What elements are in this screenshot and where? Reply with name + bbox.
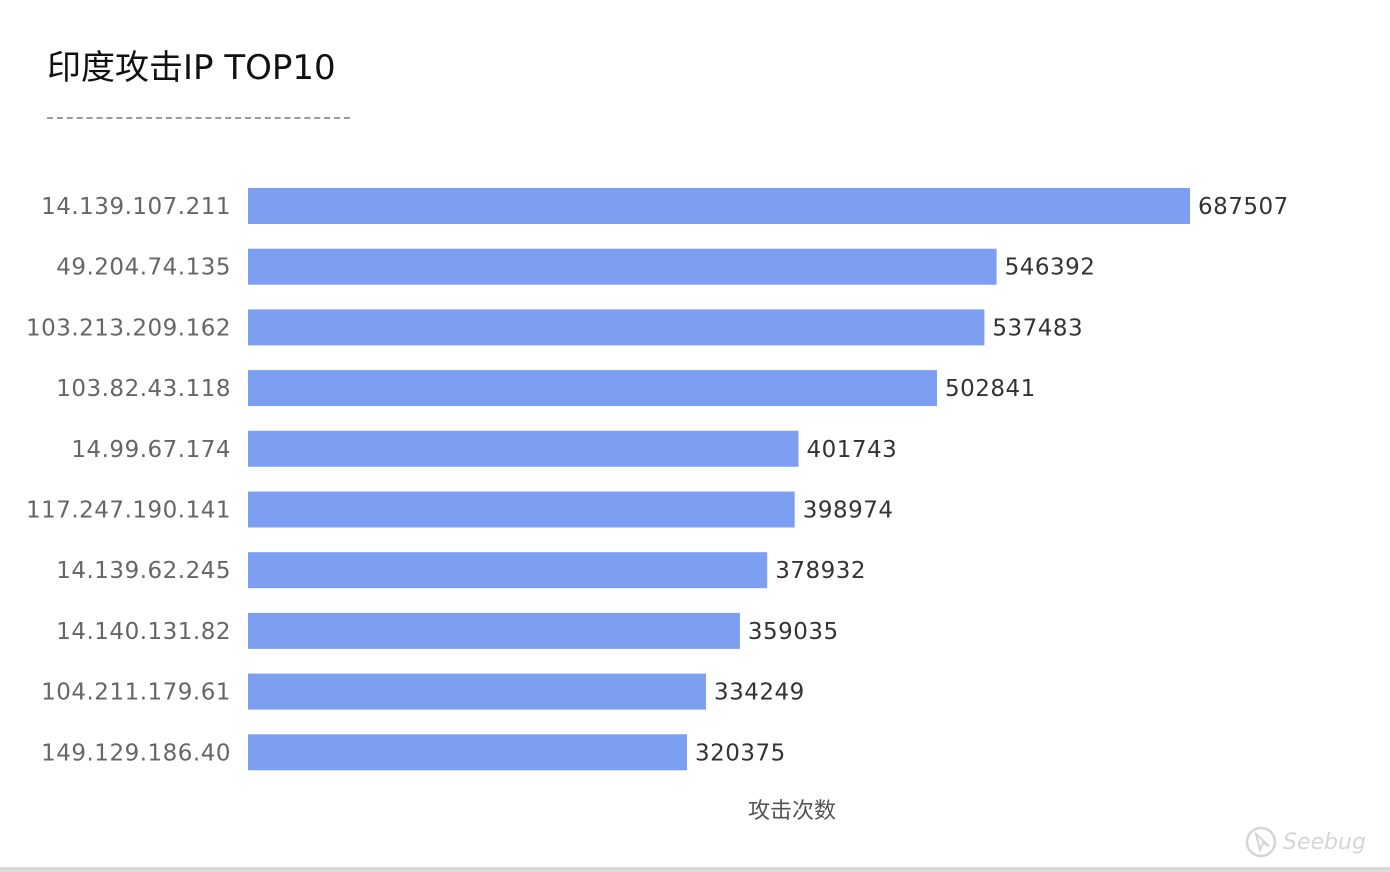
bar-1 <box>248 248 997 285</box>
title-underline <box>47 117 350 119</box>
category-label-6: 14.139.62.245 <box>56 558 231 584</box>
category-label-4: 14.99.67.174 <box>71 437 231 463</box>
bar-0 <box>248 188 1190 224</box>
bar-4 <box>248 430 799 467</box>
value-label-0: 687507 <box>1198 194 1289 220</box>
bar-2 <box>248 309 985 346</box>
value-label-1: 546392 <box>1005 255 1096 281</box>
bottom-border <box>0 867 1390 872</box>
value-label-8: 334249 <box>714 680 805 706</box>
chart-title: 印度攻击IP TOP10 <box>47 48 336 88</box>
category-label-8: 104.211.179.61 <box>41 680 231 706</box>
category-label-9: 149.129.186.40 <box>41 740 231 766</box>
value-label-6: 378932 <box>775 558 866 584</box>
value-label-7: 359035 <box>748 619 839 645</box>
value-label-5: 398974 <box>803 498 894 524</box>
value-label-9: 320375 <box>695 740 786 766</box>
bar-5 <box>248 491 795 528</box>
category-label-5: 117.247.190.141 <box>26 498 231 524</box>
category-label-3: 103.82.43.118 <box>56 376 231 402</box>
x-axis-title: 攻击次数 <box>748 799 837 824</box>
seebug-logo-icon <box>1245 826 1277 858</box>
value-label-4: 401743 <box>807 437 898 463</box>
category-label-2: 103.213.209.162 <box>26 315 231 341</box>
bar-6 <box>248 552 768 589</box>
bar-3 <box>248 370 937 407</box>
value-label-3: 502841 <box>945 376 1036 402</box>
category-label-0: 14.139.107.211 <box>41 194 231 220</box>
bar-8 <box>248 673 706 710</box>
bar-9 <box>248 734 687 771</box>
value-label-2: 537483 <box>992 315 1083 341</box>
category-label-7: 14.140.131.82 <box>56 619 231 645</box>
category-label-1: 49.204.74.135 <box>56 255 231 281</box>
watermark: Seebug <box>1243 824 1366 860</box>
watermark-text: Seebug <box>1283 829 1366 855</box>
bar-7 <box>248 612 740 649</box>
